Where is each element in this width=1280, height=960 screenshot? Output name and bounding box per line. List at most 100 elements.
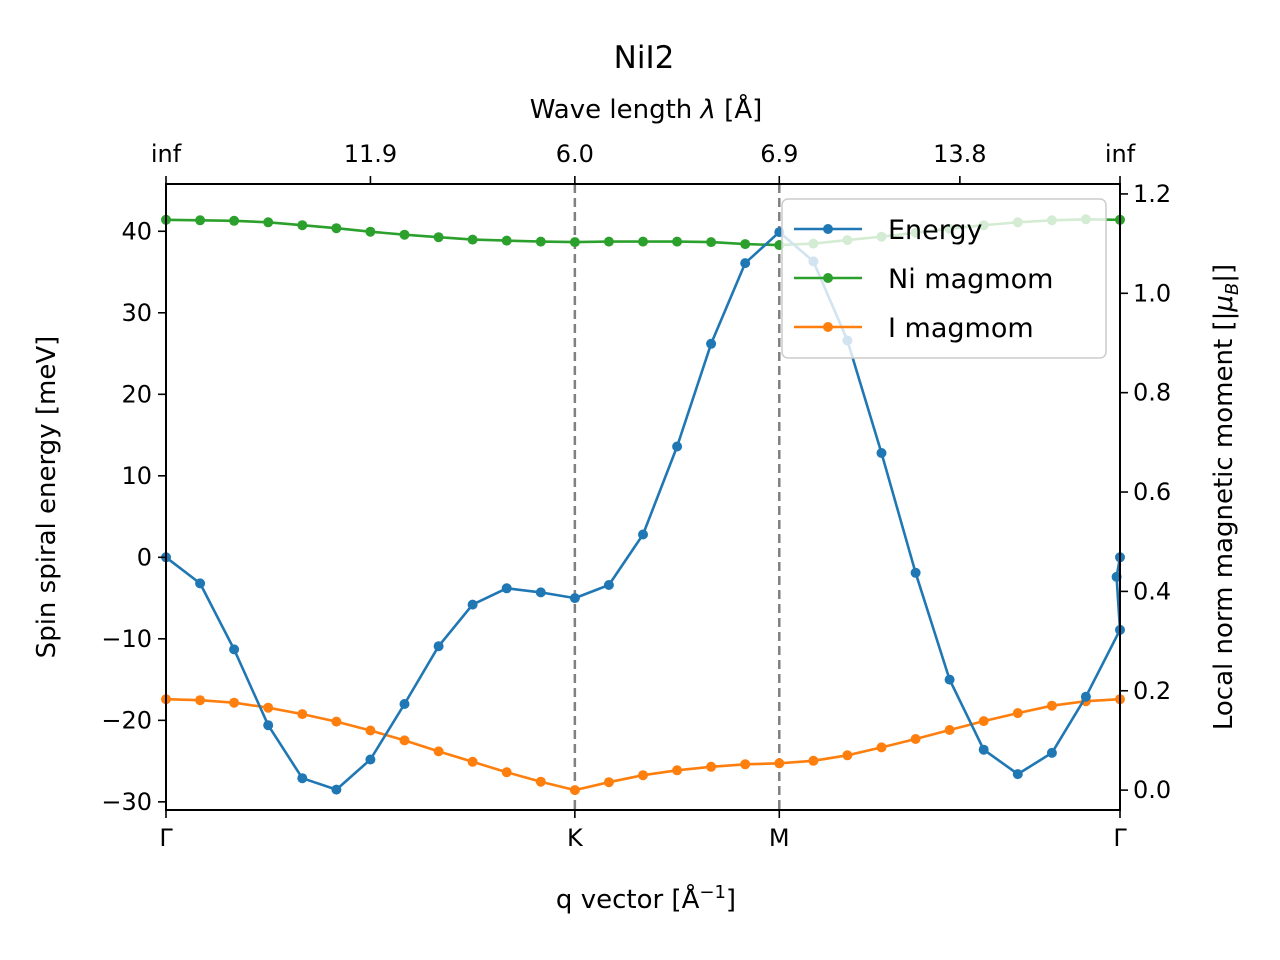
data-point [944, 674, 955, 685]
x-tick-label: K [567, 824, 584, 852]
x-tick-label: Γ [159, 824, 173, 852]
y2-tick-label: 0.2 [1133, 677, 1171, 705]
data-point [501, 235, 512, 246]
data-point [876, 742, 887, 753]
data-point [603, 777, 614, 788]
data-point [195, 578, 206, 589]
y-tick-label: 10 [121, 462, 152, 490]
data-point [433, 641, 444, 652]
y-tick-label: 40 [121, 217, 152, 245]
y-tick-label: −30 [101, 788, 152, 816]
data-point [195, 215, 206, 226]
data-point [569, 237, 580, 248]
data-point [638, 529, 648, 540]
legend-marker [823, 273, 833, 283]
data-point [399, 229, 410, 240]
data-point [706, 237, 717, 248]
data-point [910, 567, 921, 578]
data-point [808, 755, 819, 766]
data-point [1012, 708, 1023, 719]
data-point [535, 236, 546, 247]
data-point [603, 580, 614, 590]
y-axis-label: Spin spiral energy [meV] [32, 336, 62, 659]
data-point [706, 761, 717, 772]
data-point [1046, 700, 1057, 711]
top-tick-label: inf [151, 140, 182, 168]
data-point [978, 716, 989, 727]
data-point [399, 699, 410, 709]
legend-label: Ni magmom [888, 264, 1053, 295]
data-point [638, 770, 648, 781]
top-tick-label: 11.9 [344, 140, 397, 168]
data-point [331, 784, 342, 795]
y-tick-label: 20 [121, 380, 152, 408]
data-point [842, 750, 853, 761]
y2-tick-label: 0.0 [1133, 776, 1171, 804]
data-point [774, 758, 785, 769]
data-point [1080, 691, 1091, 702]
data-point [569, 785, 580, 796]
data-point [672, 441, 683, 452]
data-point [535, 776, 546, 787]
data-point [263, 702, 274, 713]
y2-tick-label: 1.2 [1133, 180, 1171, 208]
data-point [706, 338, 717, 349]
data-point [365, 226, 376, 237]
x-tick-label: Γ [1113, 824, 1127, 852]
data-point [297, 709, 308, 720]
data-point [297, 773, 308, 784]
legend-marker [823, 224, 833, 234]
data-point [263, 217, 274, 228]
data-point [535, 587, 546, 598]
data-point [433, 232, 444, 243]
data-point [569, 593, 580, 604]
y2-axis-label: Local norm magnetic moment [|μB|] [1209, 264, 1243, 730]
data-point [331, 716, 342, 727]
data-point [944, 725, 955, 735]
data-point [195, 695, 206, 706]
data-point [876, 448, 887, 458]
data-point [603, 236, 614, 247]
x-tick-label: M [769, 824, 790, 852]
legend: Energy Ni magmom I magmom [781, 198, 1107, 359]
data-point [978, 744, 989, 755]
data-point [365, 754, 376, 765]
top-tick-label: 6.0 [556, 140, 594, 168]
data-point [399, 735, 410, 746]
data-point [331, 223, 342, 234]
legend-box [781, 198, 1107, 359]
series-layer [161, 214, 1125, 796]
data-point [297, 220, 308, 231]
y2-tick-label: 1.0 [1133, 279, 1171, 307]
data-point [467, 234, 478, 245]
top-tick-label: 13.8 [933, 140, 986, 168]
top-axis-label: Wave length λ [Å] [530, 93, 763, 125]
data-point [467, 756, 478, 767]
data-point [740, 759, 751, 770]
data-point [672, 236, 683, 247]
data-point [501, 583, 512, 594]
y2-tick-label: 0.8 [1133, 379, 1171, 407]
data-point [263, 720, 274, 731]
y-tick-label: 0 [137, 543, 152, 571]
data-point [672, 765, 683, 776]
axes-layer: −30 −20 −10 0 10 20 30 40 0.0 0.2 0.4 0.6 0.8 1.0 1.2 Γ… [101, 140, 1171, 852]
chart-title: NiI2 [614, 40, 675, 76]
y2-tick-label: 0.6 [1133, 478, 1171, 506]
data-point [740, 258, 751, 269]
y-tick-label: −20 [101, 706, 152, 734]
legend-label: I magmom [888, 313, 1034, 344]
data-point [910, 734, 921, 744]
top-tick-label: inf [1105, 140, 1136, 168]
series-i-magmom [161, 694, 1125, 796]
y-tick-label: −10 [101, 625, 152, 653]
data-point [467, 599, 478, 610]
y2-tick-label: 0.4 [1133, 577, 1171, 605]
data-point [365, 725, 376, 736]
legend-marker [823, 322, 833, 332]
plot-frame [165, 183, 1121, 811]
data-point [433, 746, 444, 757]
data-point [638, 236, 648, 247]
